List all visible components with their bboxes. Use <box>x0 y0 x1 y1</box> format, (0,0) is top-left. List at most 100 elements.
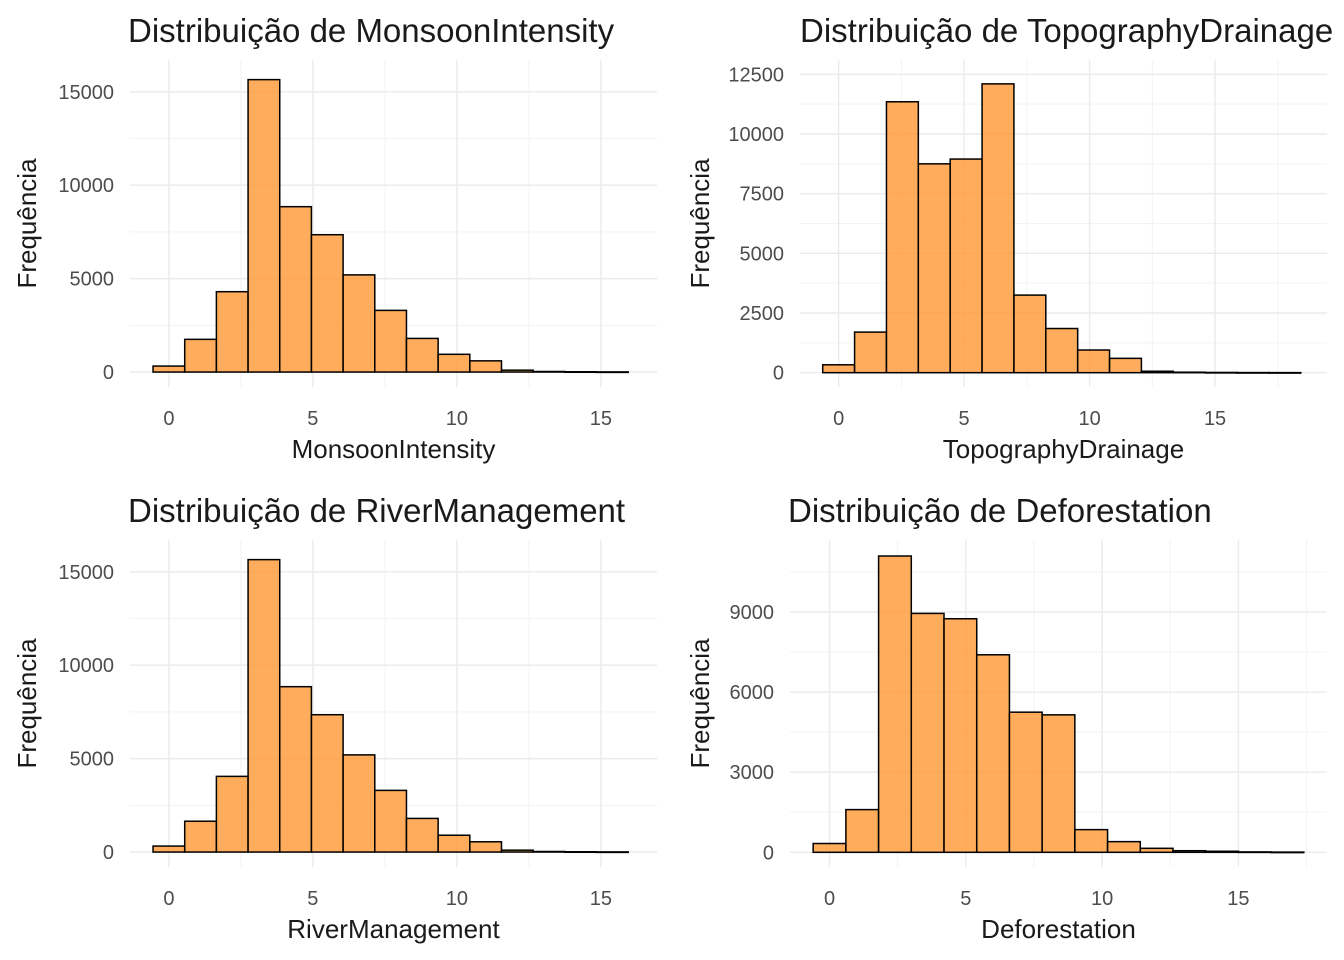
y-tick-label: 10000 <box>58 175 114 197</box>
histogram-bar <box>949 158 983 374</box>
histogram-bar <box>564 371 598 374</box>
histogram-bar <box>917 163 951 374</box>
y-tick-label: 5000 <box>740 243 785 265</box>
y-tick-label: 10000 <box>58 655 114 677</box>
histogram-bar <box>532 370 566 373</box>
x-tick-label: 5 <box>307 408 318 430</box>
y-tick-label: 2500 <box>740 303 785 325</box>
histogram-bar <box>910 612 945 854</box>
chart-title: Distribuição de TopographyDrainage <box>800 12 1333 49</box>
histogram-bar <box>152 365 186 373</box>
chart-title: Distribuição de RiverManagement <box>128 492 625 529</box>
y-tick-label: 10000 <box>728 124 784 146</box>
histogram-bar <box>152 845 186 853</box>
y-axis-label: Frequência <box>12 158 42 289</box>
histogram-bar <box>1013 294 1047 374</box>
x-axis-label: Deforestation <box>981 914 1136 944</box>
histogram-bar <box>1204 850 1240 854</box>
chart-title: Distribuição de MonsoonIntensity <box>128 12 615 49</box>
histogram-bar <box>1237 851 1272 854</box>
y-axis-label: Frequência <box>12 638 42 769</box>
histogram-bar <box>1140 370 1175 374</box>
histogram-bar <box>1172 849 1207 854</box>
histogram-bar <box>1076 349 1111 374</box>
y-tick-label: 15000 <box>58 82 114 104</box>
histogram-bar <box>845 808 880 854</box>
histogram-bar <box>981 83 1015 374</box>
y-tick-label: 5000 <box>70 749 115 771</box>
y-tick-label: 9000 <box>730 602 775 624</box>
x-tick-label: 10 <box>1091 888 1113 910</box>
x-tick-label: 15 <box>1204 408 1226 430</box>
histogram-bar <box>812 842 847 854</box>
histogram-bar <box>183 820 218 853</box>
histogram-bar <box>1139 847 1174 854</box>
x-tick-label: 15 <box>1227 888 1249 910</box>
y-tick-label: 3000 <box>730 762 775 784</box>
histogram-bar <box>469 360 503 373</box>
histogram-bar <box>595 851 629 854</box>
histogram-bar <box>1270 851 1305 854</box>
x-axis-label: TopographyDrainage <box>943 434 1184 464</box>
y-axis-label: Frequência <box>685 158 715 289</box>
x-tick-label: 10 <box>446 888 468 910</box>
histogram-bar <box>532 850 566 853</box>
histogram-bar <box>247 78 281 373</box>
histogram-bar <box>1074 828 1109 854</box>
y-tick-label: 0 <box>103 362 114 384</box>
histogram-bar <box>943 617 978 854</box>
histogram-bar <box>247 558 281 853</box>
histogram-bar <box>1172 371 1206 374</box>
histogram-bar <box>310 713 344 853</box>
histogram-bar <box>595 371 629 374</box>
panel-1: 0 5 10 15 0 5000 10000 15000 Distribuição de Mon… <box>12 12 657 464</box>
histogram-bar <box>1268 371 1302 374</box>
y-tick-label: 0 <box>103 842 114 864</box>
histogram-bar <box>374 789 408 853</box>
y-tick-label: 0 <box>773 363 784 385</box>
histogram-bar <box>374 309 408 373</box>
chart-title: Distribuição de Deforestation <box>788 492 1212 529</box>
y-tick-label: 0 <box>763 842 774 864</box>
panel-4: 0 5 10 15 0 3000 6000 9000 Distribuição de Defor… <box>685 492 1327 944</box>
y-tick-label: 15000 <box>58 562 114 584</box>
histogram-bar <box>500 369 534 373</box>
histogram-bar <box>975 654 1011 854</box>
x-tick-label: 5 <box>307 888 318 910</box>
histogram-bar <box>342 274 376 373</box>
x-tick-label: 0 <box>824 888 835 910</box>
x-tick-label: 10 <box>446 408 468 430</box>
x-tick-label: 0 <box>833 408 844 430</box>
x-tick-label: 0 <box>163 888 174 910</box>
histogram-bar <box>215 775 249 853</box>
histogram-bar <box>885 101 920 374</box>
x-tick-label: 15 <box>590 888 612 910</box>
x-tick-label: 10 <box>1078 408 1100 430</box>
histogram-bar <box>1106 840 1142 854</box>
histogram-bar <box>1204 371 1238 374</box>
histogram-bar <box>278 205 313 373</box>
histogram-bar <box>183 338 218 373</box>
histogram-bar <box>215 290 249 373</box>
histogram-bar <box>469 841 503 853</box>
panel-2: 0 5 10 15 0 2500 5000 7500 10000 12500 Distribuiçã… <box>685 12 1333 464</box>
x-axis-label: RiverManagement <box>287 914 500 944</box>
histogram-bar <box>437 353 471 373</box>
x-tick-label: 15 <box>590 408 612 430</box>
y-tick-label: 12500 <box>728 64 784 86</box>
histogram-bar <box>1008 711 1043 854</box>
histogram-bar <box>821 364 856 374</box>
histogram-bar <box>342 754 376 853</box>
histogram-bar <box>853 331 888 374</box>
x-axis-label: MonsoonIntensity <box>292 434 496 464</box>
histogram-bar <box>500 849 534 853</box>
histogram-bar <box>405 817 439 853</box>
histogram-bar <box>1041 714 1076 854</box>
x-tick-label: 0 <box>163 408 174 430</box>
x-tick-label: 5 <box>959 408 970 430</box>
panel-3: 0 5 10 15 0 5000 10000 15000 Distribuição de Riv… <box>12 492 657 944</box>
histogram-bar <box>1108 357 1143 374</box>
histogram-bar <box>1236 371 1270 374</box>
